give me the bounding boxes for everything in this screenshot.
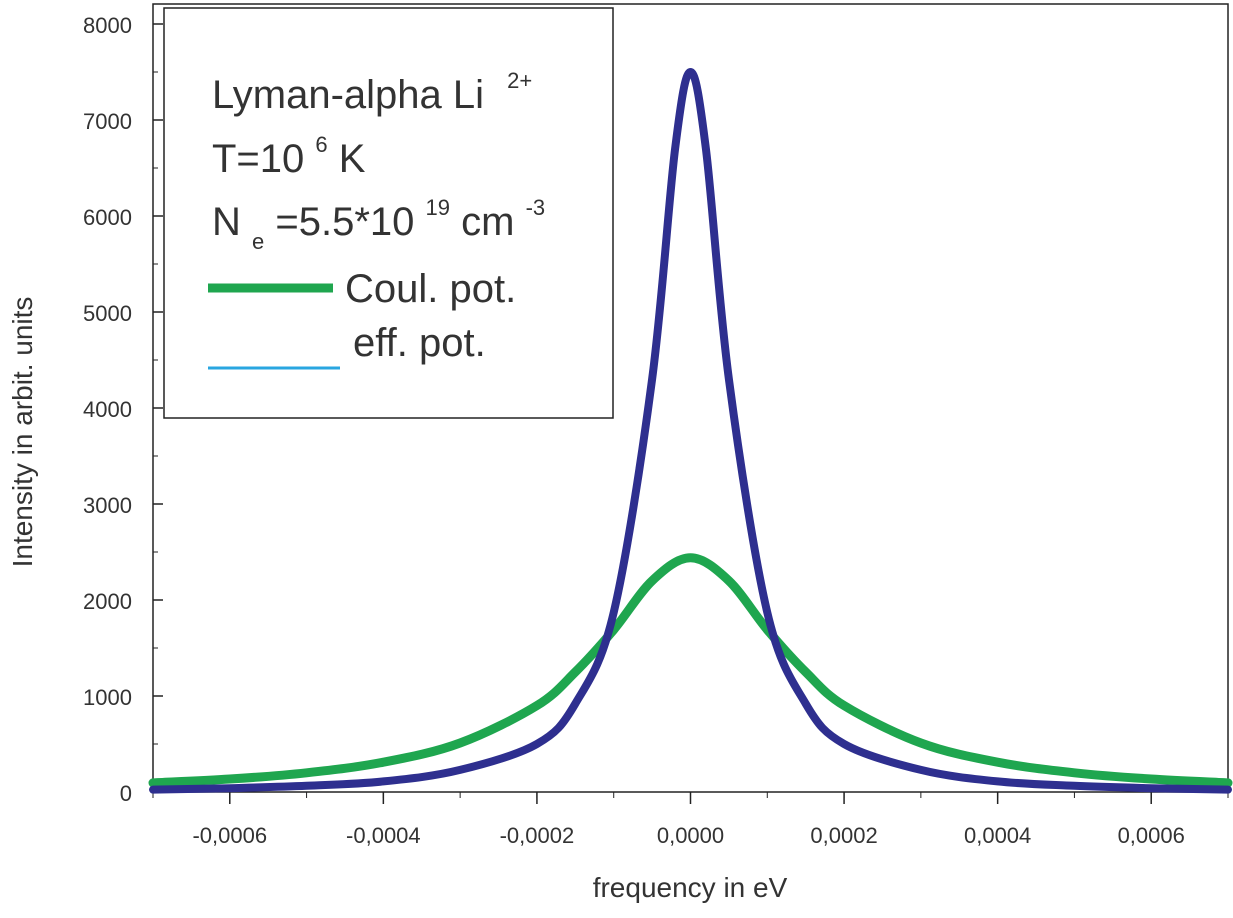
x-tick-label: -0,0002 xyxy=(500,823,575,848)
x-tick-label: -0,0006 xyxy=(192,823,267,848)
y-tick-label: 2000 xyxy=(83,589,132,614)
legend-entry-eff: eff. pot. xyxy=(353,321,486,365)
legend-title-line3: N e =5.5*10 19 cm -3 xyxy=(212,180,545,258)
y-tick-label: 6000 xyxy=(83,205,132,230)
y-tick-label: 3000 xyxy=(83,493,132,518)
y-tick-label: 0 xyxy=(120,781,132,806)
x-tick-label: 0,0002 xyxy=(810,823,877,848)
legend-title-line2: T=10 6 K xyxy=(212,117,366,181)
x-tick-label: -0,0004 xyxy=(346,823,421,848)
legend-title-line1: Lyman-alpha Li 2+ xyxy=(212,68,532,117)
series-lines xyxy=(148,68,1233,794)
y-tick-label: 7000 xyxy=(83,109,132,134)
y-axis-label: Intensity in arbit. units xyxy=(7,297,38,568)
y-tick-label: 5000 xyxy=(83,301,132,326)
axis-ticks: 0 1000 2000 3000 4000 5000 6000 7000 8000 -0,0006… xyxy=(83,13,1229,848)
series-line-eff-pot xyxy=(149,68,1232,794)
legend: Lyman-alpha Li 2+ T=10 6 K N e =5.5*10 1… xyxy=(163,7,614,419)
y-tick-label: 8000 xyxy=(83,13,132,38)
y-tick-label: 1000 xyxy=(83,685,132,710)
x-tick-label: 0,0004 xyxy=(964,823,1031,848)
legend-entry-coul: Coul. pot. xyxy=(345,267,516,311)
series-line-coul-pot xyxy=(148,553,1233,788)
x-tick-label: 0,0000 xyxy=(657,823,724,848)
y-tick-label: 4000 xyxy=(83,397,132,422)
x-tick-label: 0,0006 xyxy=(1118,823,1185,848)
x-axis-label: frequency in eV xyxy=(593,872,788,903)
legend-box xyxy=(163,7,614,419)
